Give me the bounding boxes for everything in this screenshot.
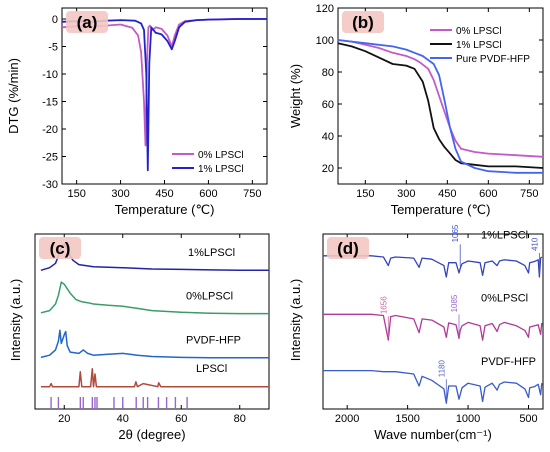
x-tick-label: 300 (397, 188, 415, 200)
peak-annotation: 410 (530, 237, 539, 251)
x-tick-label: 40 (117, 413, 129, 425)
panel-label-badge (342, 11, 384, 33)
x-tick-label: 500 (519, 413, 537, 425)
x-tick-label: 450 (155, 188, 173, 200)
y-tick-label: -10 (42, 69, 58, 81)
spectrum-label: 1%LPSCl (481, 230, 528, 242)
series-line-1-lpscl (61, 18, 267, 172)
y-tick-label: 0 (52, 14, 58, 26)
y-tick-label: 40 (322, 131, 334, 143)
peak-annotation: 1656 (379, 296, 388, 314)
spectrum-0-lpscl (323, 313, 543, 341)
y-tick-label: -15 (42, 97, 58, 109)
spectrum-label: PVDF-HFP (481, 356, 536, 368)
y-tick-label: 60 (322, 99, 334, 111)
legend: 0% LPSCl 1% LPSCl (172, 150, 244, 175)
pattern-0-lpscl (40, 281, 269, 315)
legend-entry: Pure PVDF-HFP (456, 54, 530, 65)
x-axis-label: 2θ (degree) (118, 427, 185, 442)
panel-label: (d) (337, 239, 359, 258)
spectrum-label: 0%LPSCl (481, 293, 528, 305)
y-axis-label: DTG (%/min) (6, 58, 21, 134)
series-line-0-lpscl (337, 39, 544, 158)
x-tick-label: 600 (479, 188, 497, 200)
x-axis-label: Temperature (℃) (391, 202, 491, 217)
x-tick-label: 150 (356, 188, 374, 200)
plot-frame (322, 233, 544, 410)
y-tick-label: -20 (42, 124, 58, 136)
panel-a: 150 300 450 600 750 0 -5 -10 -15 -20 -25 -30 Tempera… (6, 7, 268, 217)
peak-annotation: 1180 (437, 360, 446, 378)
panel-label: (b) (352, 13, 374, 32)
panel-b: 150 300 450 600 750 20 40 60 80 100 120 Temperature… (288, 3, 544, 217)
y-tick-label: 120 (316, 3, 334, 15)
spectrum-pvdf-hfp (323, 369, 543, 404)
x-tick-label: 450 (438, 188, 456, 200)
peak-annotation: 1065 (451, 224, 460, 242)
pattern-lpscl (40, 368, 269, 388)
x-tick-label: 750 (520, 188, 538, 200)
y-tick-label: -5 (48, 42, 58, 54)
x-tick-label: 750 (243, 188, 261, 200)
x-tick-label: 60 (175, 413, 187, 425)
panel-label: (a) (77, 13, 98, 32)
x-tick-label: 1500 (395, 413, 419, 425)
series-line-pure-pvdf-hfp (337, 39, 543, 174)
x-axis-label: Temperature (℃) (115, 202, 215, 217)
legend-entry: 0% LPSCl (198, 150, 244, 161)
pattern-label: 1%LPSCl (188, 247, 235, 259)
panel-label-badge (327, 237, 369, 259)
pattern-label: LPSCl (196, 363, 227, 375)
x-tick-label: 600 (199, 188, 217, 200)
legend: 0% LPSCl 1% LPSCl Pure PVDF-HFP (430, 26, 530, 65)
y-tick-label: 80 (322, 67, 334, 79)
x-tick-label: 300 (111, 188, 129, 200)
panel-label-badge (66, 11, 108, 33)
y-tick-label: -30 (42, 179, 58, 191)
y-tick-label: -25 (42, 152, 58, 164)
x-tick-label: 2000 (335, 413, 359, 425)
plot-frame (337, 7, 544, 185)
x-tick-label: 80 (234, 413, 246, 425)
y-axis-label: Intensity (a.u.) (288, 279, 303, 361)
spectrum-1-lpscl (323, 255, 543, 278)
x-tick-label: 20 (58, 413, 70, 425)
y-axis-label: Intensity (a.u.) (8, 279, 23, 361)
y-tick-label: 100 (316, 35, 334, 47)
x-axis-label: Wave number(cm⁻¹) (374, 427, 492, 442)
legend-entry: 0% LPSCl (456, 26, 502, 37)
peak-annotation: 1085 (450, 294, 459, 312)
series-line-1-lpscl (337, 42, 544, 169)
pattern-label: PVDF-HFP (186, 334, 241, 346)
y-tick-label: 20 (322, 163, 334, 175)
x-tick-label: 1000 (456, 413, 480, 425)
panel-d: 2000 1500 1000 500 Wave number(cm⁻¹) Intensit… (288, 224, 544, 442)
x-tick-label: 150 (67, 188, 85, 200)
y-axis-label: Weight (%) (288, 64, 303, 128)
plot-frame (34, 233, 270, 410)
pattern-label: 0%LPSCl (186, 291, 233, 303)
panel-label: (c) (50, 239, 71, 258)
panel-label-badge (39, 237, 81, 259)
legend-entry: 1% LPSCl (198, 164, 244, 175)
pattern-pvdf-hfp (40, 329, 269, 359)
legend-entry: 1% LPSCl (456, 40, 502, 51)
panel-c: 20 40 60 80 2θ (degree) Intensity (a.u.) 1%LPS… (8, 233, 270, 442)
